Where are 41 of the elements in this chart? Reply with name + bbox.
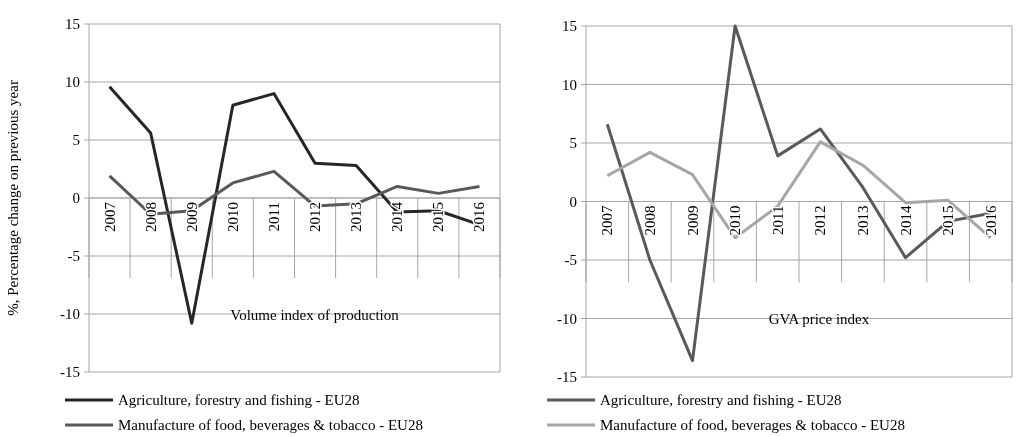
- y-tick-label: -5: [564, 252, 577, 269]
- x-tick-label: 2015: [940, 205, 957, 236]
- y-tick-label: 10: [65, 74, 80, 91]
- x-tick-label: 2010: [224, 202, 241, 232]
- y-tick-label: -15: [60, 364, 80, 381]
- y-tick-label: 0: [72, 190, 80, 207]
- y-tick-label: -10: [60, 306, 80, 323]
- legend-label: Manufacture of food, beverages & tobacco - EU28: [118, 417, 423, 434]
- x-tick-label: 2011: [769, 205, 786, 235]
- x-tick-label: 2009: [684, 205, 701, 236]
- y-tick-label: 15: [65, 16, 80, 33]
- y-tick-label: -15: [557, 369, 577, 386]
- y-tick-label: 0: [569, 193, 577, 210]
- annotation: Volume index of production: [230, 306, 400, 323]
- x-tick-label: 2013: [348, 202, 365, 232]
- x-tick-label: 2016: [471, 201, 488, 232]
- x-tick-label: 2011: [265, 202, 282, 232]
- x-tick-label: 2012: [812, 205, 829, 236]
- x-tick-label: 2013: [854, 205, 871, 236]
- annotation: GVA price index: [768, 311, 870, 328]
- y-tick-label: 10: [562, 76, 577, 93]
- x-tick-label: 2007: [599, 205, 616, 236]
- x-tick-label: 2014: [389, 201, 406, 232]
- x-tick-label: 2016: [982, 205, 999, 236]
- x-tick-label: 2015: [430, 202, 447, 232]
- y-tick-label: -10: [557, 310, 577, 327]
- y-tick-label: 15: [562, 18, 577, 35]
- x-tick-label: 2014: [897, 205, 914, 236]
- legend-label: Agriculture, forestry and fishing - EU28: [600, 392, 842, 409]
- x-tick-label: 2010: [727, 205, 744, 236]
- x-tick-label: 2008: [142, 202, 159, 232]
- y-axis-title: %, Percentage change on previous year: [5, 80, 21, 316]
- x-tick-label: 2008: [641, 205, 658, 236]
- legend-label: Manufacture of food, beverages & tobacco - EU28: [600, 417, 905, 434]
- x-tick-label: 2007: [101, 201, 118, 232]
- y-tick-label: -5: [67, 248, 80, 265]
- legend-label: Agriculture, forestry and fishing - EU28: [118, 392, 360, 409]
- y-tick-label: 5: [569, 135, 577, 152]
- x-tick-label: 2009: [183, 202, 200, 232]
- x-tick-label: 2012: [307, 202, 324, 232]
- y-tick-label: 5: [72, 132, 80, 149]
